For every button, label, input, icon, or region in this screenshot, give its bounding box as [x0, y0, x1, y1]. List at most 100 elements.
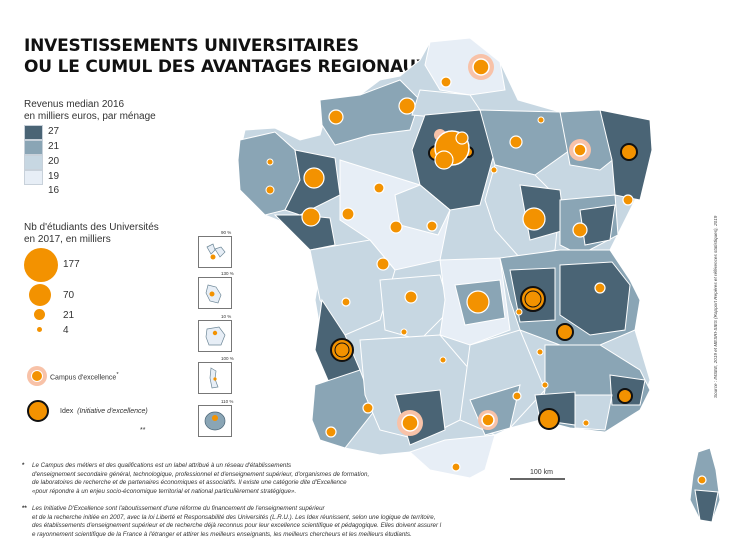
- students-legend-title-line1: Nb d'étudiants des Universités: [24, 222, 159, 233]
- income-swatch-19-16: [24, 170, 43, 185]
- bubble-la-rochelle: [341, 297, 351, 307]
- inset-guadeloupe-label: 90 %: [221, 230, 232, 235]
- bubble-lorient: [265, 185, 275, 195]
- map-title-line1: INVESTISSEMENTS UNIVERSITAIRES: [24, 36, 359, 56]
- map-title-line2: OU LE CUMUL DES AVANTAGES REGIONAUX: [24, 57, 429, 77]
- bubble-paris-south: [434, 150, 454, 170]
- bubble-pau: [362, 402, 374, 414]
- bubble-reims: [509, 135, 523, 149]
- students-legend-title-line2: en 2017, en milliers: [24, 234, 111, 245]
- dept-limousin: [379, 274, 451, 341]
- income-legend-title-line1: Revenus median 2016: [24, 99, 125, 110]
- bubble-rodez: [439, 356, 447, 364]
- idex-legend-stars: **: [140, 427, 146, 434]
- campus-bubble-toulouse: [401, 414, 419, 432]
- bubble-tours: [389, 220, 403, 234]
- bubble-nimes: [512, 391, 522, 401]
- footnote-idex-line: et de la recherche initiée en 2007, avec…: [32, 513, 436, 521]
- footnote-campus-mark: *: [22, 462, 25, 469]
- bubble-label-177: 177: [63, 259, 80, 270]
- campus-bubble-nancy: [573, 143, 587, 157]
- dept-pyrenees-orientales: [409, 434, 496, 479]
- bubble-legend-177: [24, 248, 58, 282]
- bubble-label-70: 70: [63, 290, 75, 301]
- inset-guadeloupe: [198, 236, 232, 268]
- income-legend-title-line2: en milliers euros, par ménage: [24, 111, 156, 122]
- footnote-idex-mark: **: [22, 505, 27, 512]
- dept-haute-savoie: [559, 261, 631, 336]
- income-legend-swatches: [24, 125, 43, 185]
- bubble-rouen: [398, 97, 416, 115]
- bubble-bayonne: [325, 426, 337, 438]
- campus-bubble-montpellier: [481, 413, 495, 427]
- bubble-rennes: [303, 167, 325, 189]
- inset-mayotte: [198, 362, 232, 394]
- bubble-corte: [697, 475, 707, 485]
- inset-reunion: [198, 405, 232, 437]
- footnote-campus-line: de laboratoires de recherche et de parte…: [32, 479, 347, 487]
- dept-loire-atlantique: [273, 214, 336, 251]
- source-credit: Source : INSEE, 2019 et MESRI-SIES (Rapp…: [713, 215, 718, 398]
- income-tick-16: 16: [48, 185, 60, 196]
- bubble-valence: [536, 348, 544, 356]
- income-swatch-21-20: [24, 140, 43, 155]
- dept-poitou: [309, 239, 396, 336]
- footnote-campus-line: «pour répondre à un enjeu socio-économiq…: [32, 487, 297, 495]
- idex-bubble-strasbourg: [620, 143, 638, 161]
- map-title: INVESTISSEMENTS UNIVERSITAIRES OU LE CUM…: [24, 36, 429, 78]
- bubble-perpignan: [451, 462, 461, 472]
- bubble-saint-etienne: [515, 308, 523, 316]
- idex-bubble-marseille: [538, 408, 560, 430]
- campus-legend-star: *: [116, 372, 119, 378]
- footnote-campus-line: d'enseignement secondaire général, techn…: [32, 470, 370, 478]
- idex-legend-subtext: (Initiative d'excellence): [77, 408, 148, 415]
- bubble-chambery: [594, 282, 606, 294]
- bubble-limoges: [404, 290, 418, 304]
- bubble-legend-4: [37, 327, 42, 332]
- idex-bubble-grenoble: [556, 323, 574, 341]
- income-tick-20: 20: [48, 156, 60, 167]
- idex-legend-label: Idex (Initiative d'excellence): [60, 408, 148, 415]
- footnote-idex-line: e rayonnement scientifique de la France …: [32, 530, 412, 538]
- bubble-legend-21: [34, 309, 45, 320]
- footnote-idex: ** Les Initiative D'Excellence sont l'ab…: [22, 505, 592, 539]
- footnote-campus: * Le Campus des métiers et des qualifica…: [22, 462, 592, 496]
- inset-guyane-label: 10 %: [221, 314, 232, 319]
- inset-martinique: [198, 277, 232, 309]
- income-tick-21: 21: [48, 141, 60, 152]
- bubble-perigueux: [400, 328, 408, 336]
- bubble-besancon: [572, 222, 588, 238]
- bubble-label-21: 21: [63, 310, 75, 321]
- bubble-caen: [328, 109, 344, 125]
- bubble-toulon: [582, 419, 590, 427]
- idex-legend-text: Idex: [60, 408, 74, 415]
- footnote-campus-line: Le Campus des métiers et des qualificati…: [32, 462, 292, 469]
- bubble-dijon: [522, 207, 546, 231]
- idex-ring-bordeaux: [334, 342, 350, 358]
- idex-bubble-bordeaux: [330, 338, 354, 362]
- university-bubbles: [265, 54, 707, 485]
- inset-reunion-label: 110 %: [221, 399, 234, 404]
- bubble-le-mans: [373, 182, 385, 194]
- bubble-brest: [266, 158, 274, 166]
- income-swatch-27-21: [24, 125, 43, 140]
- bubble-amiens: [440, 76, 452, 88]
- dept-champagne: [479, 109, 571, 176]
- idex-legend-icon: [27, 400, 49, 422]
- campus-legend-text: Campus d'excellence: [50, 374, 117, 382]
- bubble-clermont: [466, 290, 490, 314]
- bubble-paris-east: [455, 131, 469, 145]
- bubble-poitiers: [376, 257, 390, 271]
- bubble-angers: [341, 207, 355, 221]
- income-swatch-20-19: [24, 155, 43, 170]
- idex-ring-lyon: [524, 290, 542, 308]
- idex-bubble-nice: [617, 388, 633, 404]
- bubble-mulhouse: [622, 194, 634, 206]
- bubble-charleville: [537, 116, 545, 124]
- bubble-nantes: [301, 207, 321, 227]
- corsica-south: [694, 489, 719, 523]
- bubble-avignon: [541, 381, 549, 389]
- dept-var: [574, 394, 613, 431]
- bubble-orleans: [426, 220, 438, 232]
